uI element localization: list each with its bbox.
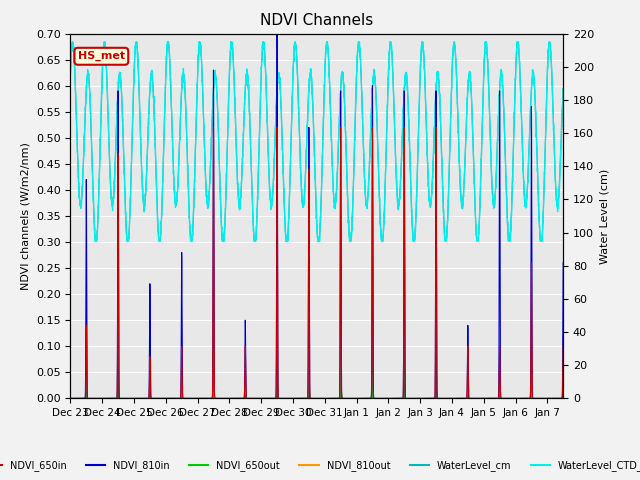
Title: NDVI Channels: NDVI Channels bbox=[260, 13, 373, 28]
Legend: NDVI_650in, NDVI_810in, NDVI_650out, NDVI_810out, WaterLevel_cm, WaterLevel_CTD_: NDVI_650in, NDVI_810in, NDVI_650out, NDV… bbox=[0, 456, 640, 475]
Y-axis label: NDVI channels (W/m2/nm): NDVI channels (W/m2/nm) bbox=[20, 142, 30, 290]
Text: HS_met: HS_met bbox=[78, 51, 125, 61]
Y-axis label: Water Level (cm): Water Level (cm) bbox=[600, 168, 610, 264]
